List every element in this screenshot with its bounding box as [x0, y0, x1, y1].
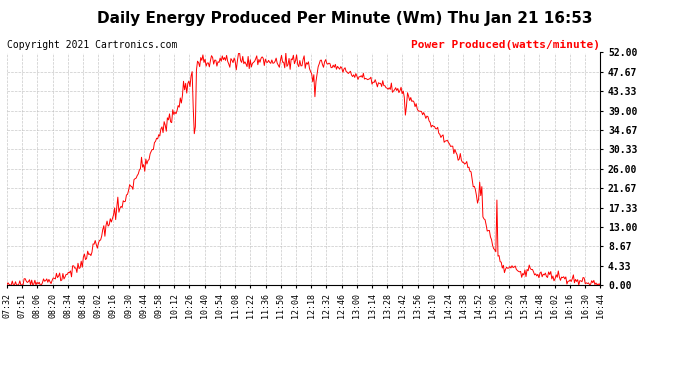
Text: Power Produced(watts/minute): Power Produced(watts/minute) [411, 40, 600, 50]
Text: Daily Energy Produced Per Minute (Wm) Thu Jan 21 16:53: Daily Energy Produced Per Minute (Wm) Th… [97, 11, 593, 26]
Text: Copyright 2021 Cartronics.com: Copyright 2021 Cartronics.com [7, 40, 177, 50]
